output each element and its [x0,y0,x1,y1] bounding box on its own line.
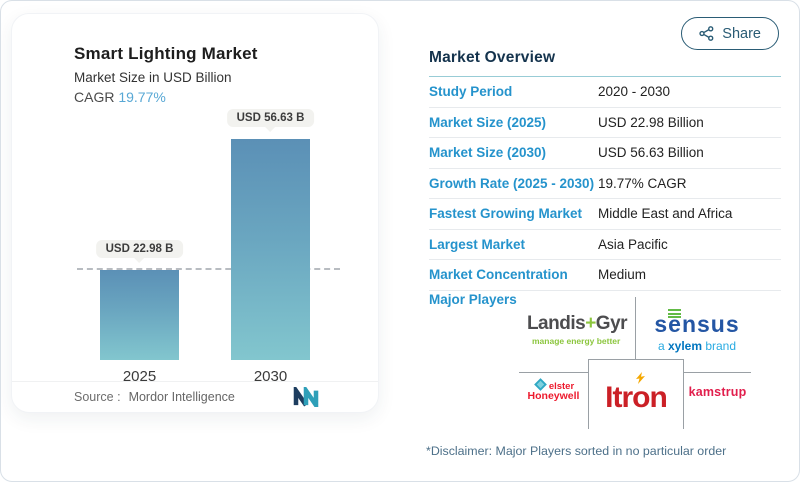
divider-left [519,372,588,373]
itron-logo: Itr on [588,359,684,429]
elster-honeywell-logo: elster Honeywell [519,377,588,402]
x-axis-label: 2025 [122,368,157,385]
overview-row-label: Study Period [429,84,513,99]
reference-dashed-line [77,268,340,270]
overview-row-label: Growth Rate (2025 - 2030) [429,175,595,191]
market-overview-section: Market Overview Study Period 2020 - 2030 M… [429,49,781,291]
overview-row-value: Middle East and Africa [598,206,733,221]
sensus-text-pre: s [654,311,669,337]
overview-row: Study Period 2020 - 2030 [429,77,781,108]
overview-row-value: USD 56.63 Billion [598,145,704,160]
overview-row-value: 2020 - 2030 [598,84,671,99]
overview-row: Market Concentration Medium [429,260,781,291]
disclaimer-text: *Disclaimer: Major Players sorted in no … [426,444,727,458]
gyr-text: Gyr [595,312,628,334]
sensus-tagline: a xylem brand [658,339,736,353]
overview-row-value: 19.77% CAGR [598,175,687,191]
overview-row-label: Market Size (2025) [429,114,547,130]
sensus-signal-bars-icon [668,309,682,318]
x-axis-label: 2030 [253,368,288,385]
divider-right [684,372,751,373]
itron-bolt-icon [636,371,646,384]
overview-row-value: Medium [598,267,647,282]
sensus-text-e: e [668,311,682,337]
sensus-text-rest: nsus [681,311,740,337]
bar-2025 [100,270,179,360]
bar-2030 [231,139,310,360]
market-overview-table: Study Period 2020 - 2030 Market Size (2025… [429,76,781,291]
overview-row: Largest Market Asia Pacific [429,230,781,260]
chart-cagr: CAGR 19.77% [74,89,378,105]
landis-gyr-logo: Landis+Gyr manage energy better [519,297,636,361]
chart-subtitle: Market Size in USD Billion [74,70,232,85]
landis-plus-sign: + [585,312,596,334]
xylem-tagline-rest: brand [702,339,737,353]
chart-header: Smart Lighting Market Market Size in USD… [12,14,378,105]
source-label: Source : [74,390,121,404]
xylem-tagline-a: a [657,339,668,353]
overview-row-label: Largest Market [429,236,526,252]
share-icon [699,26,714,41]
overview-row: Market Size (2030) USD 56.63 Billion [429,138,781,169]
players-row-top: Landis+Gyr manage energy better s ensus a… [519,297,758,361]
overview-row-value: Asia Pacific [598,236,668,252]
kamstrup-wordmark: kamstrup [688,385,747,399]
mordor-intelligence-logo-icon [293,387,319,407]
itron-wordmark: Itr on [605,371,668,414]
landis-gyr-wordmark: Landis+Gyr [526,312,628,335]
share-button[interactable]: Share [681,17,779,50]
source-name: Mordor Intelligence [128,390,235,404]
overview-row-label: Market Size (2030) [429,145,547,160]
honeywell-wordmark: Honeywell [527,390,580,402]
share-button-label: Share [722,25,761,42]
itron-text-o: o [632,380,650,414]
sensus-e-with-bars: e [668,309,682,337]
chart-footer: Source : Mordor Intelligence [12,381,378,412]
elster-diamond-icon [533,378,547,391]
overview-row: Fastest Growing Market Middle East and Af… [429,199,781,230]
sensus-wordmark: s ensus [654,309,740,337]
players-row-bottom: elster Honeywell Itr on kamstrup [519,359,758,431]
overview-row-value: USD 22.98 Billion [598,114,704,130]
overview-row: Growth Rate (2025 - 2030) 19.77% CAGR [429,169,781,199]
major-players-grid: Landis+Gyr manage energy better s ensus a… [519,297,758,431]
kamstrup-logo: kamstrup [684,385,751,399]
landis-text: Landis [526,312,586,334]
bar-value-label: USD 56.63 B [226,109,315,127]
landis-tagline: manage energy better [532,335,621,346]
overview-row: Market Size (2025) USD 22.98 Billion [429,108,781,138]
bar-chart-plot: USD 22.98 B 2025 USD 56.63 B 2030 [12,109,380,385]
itron-o-with-bolt: o [632,371,651,414]
sensus-logo: s ensus a xylem brand [636,297,758,361]
overview-row-label: Market Concentration [429,267,568,282]
chart-title: Smart Lighting Market [74,44,258,63]
itron-text-post: n [649,380,668,414]
major-players-heading: Major Players [429,292,517,307]
market-chart-card: Smart Lighting Market Market Size in USD… [11,13,379,413]
elster-wordmark: elster [548,381,575,392]
overview-row-label: Fastest Growing Market [429,206,583,221]
cagr-label: CAGR [74,89,115,105]
market-overview-heading: Market Overview [429,49,556,66]
itron-text-pre: Itr [605,380,633,414]
xylem-tagline-brand: xylem [667,339,702,353]
cagr-value: 19.77% [118,89,166,105]
bar-value-label: USD 22.98 B [95,240,184,258]
